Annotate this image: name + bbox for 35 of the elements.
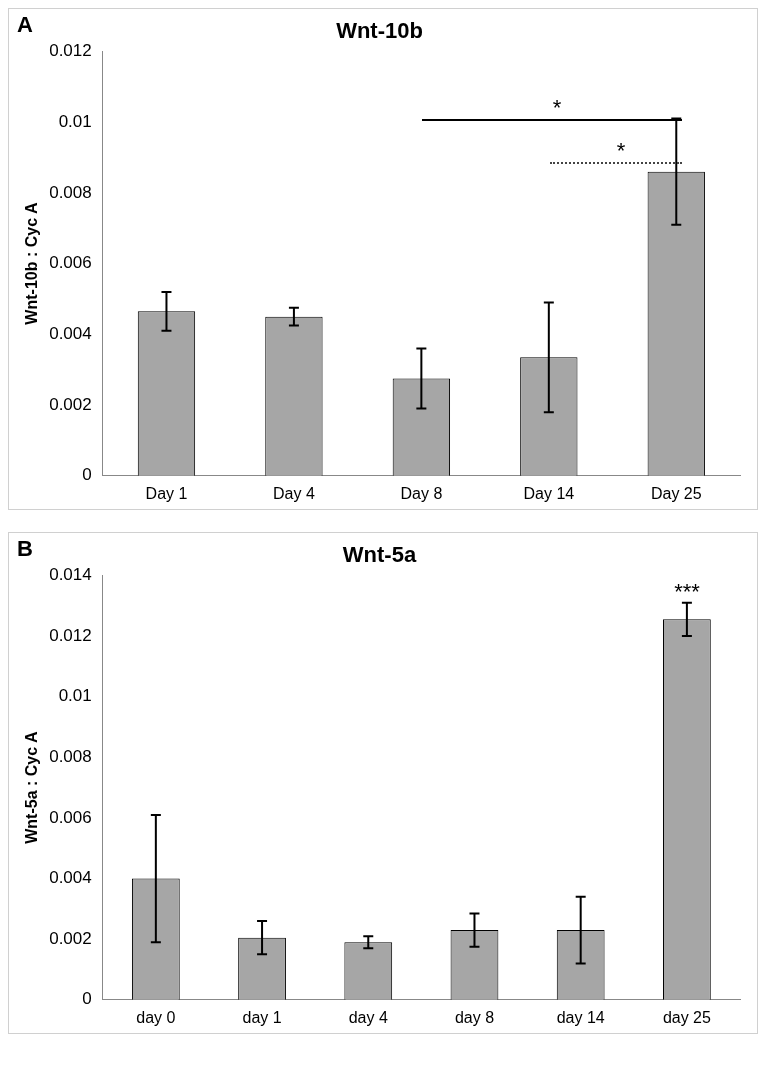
text: B [17,536,33,562]
y-axis-title: Wnt-5a : Cyc A [23,731,41,844]
x-tick-label: Day 1 [145,484,188,502]
y-tick-label: 0.006 [49,253,92,273]
chart-title: Wnt-5a [342,542,417,568]
x-tick-label: Day 25 [650,484,702,502]
x-tick-label: day 1 [242,1008,282,1026]
y-tick-label: 0 [82,989,92,1009]
x-tick-label: Day 4 [273,484,315,502]
x-tick-label: day 25 [662,1008,712,1026]
annotation: * [615,138,627,163]
text: A [17,12,33,38]
x-tick-label: day 4 [348,1008,388,1026]
x-tick-label: Day 14 [523,484,575,502]
y-tick-label: 0.008 [49,182,92,202]
y-axis-title: Wnt-10b : Cyc A [23,202,41,325]
y-tick-label: 0.012 [49,41,92,61]
y-tick-label: 0.01 [58,111,92,131]
y-tick-label: 0.004 [49,868,92,888]
y-tick-label: 0.01 [58,686,92,706]
y-tick-label: 0.014 [49,565,92,585]
annotation: * [551,95,563,120]
chart-title: Wnt-10b [336,18,423,44]
y-tick-label: 0.002 [49,394,92,414]
x-tick-label: day 14 [556,1008,605,1026]
annotation: *** [673,579,701,604]
y-tick-label: 0.002 [49,928,92,948]
y-tick-label: 0.004 [49,324,92,344]
y-tick-label: 0.008 [49,746,92,766]
y-tick-label: 0 [82,465,92,485]
y-tick-label: 0.012 [49,625,92,645]
y-tick-label: 0.006 [49,807,92,827]
x-tick-label: Day 8 [400,484,443,502]
x-tick-label: day 8 [454,1008,495,1026]
x-tick-label: day 0 [136,1008,176,1026]
